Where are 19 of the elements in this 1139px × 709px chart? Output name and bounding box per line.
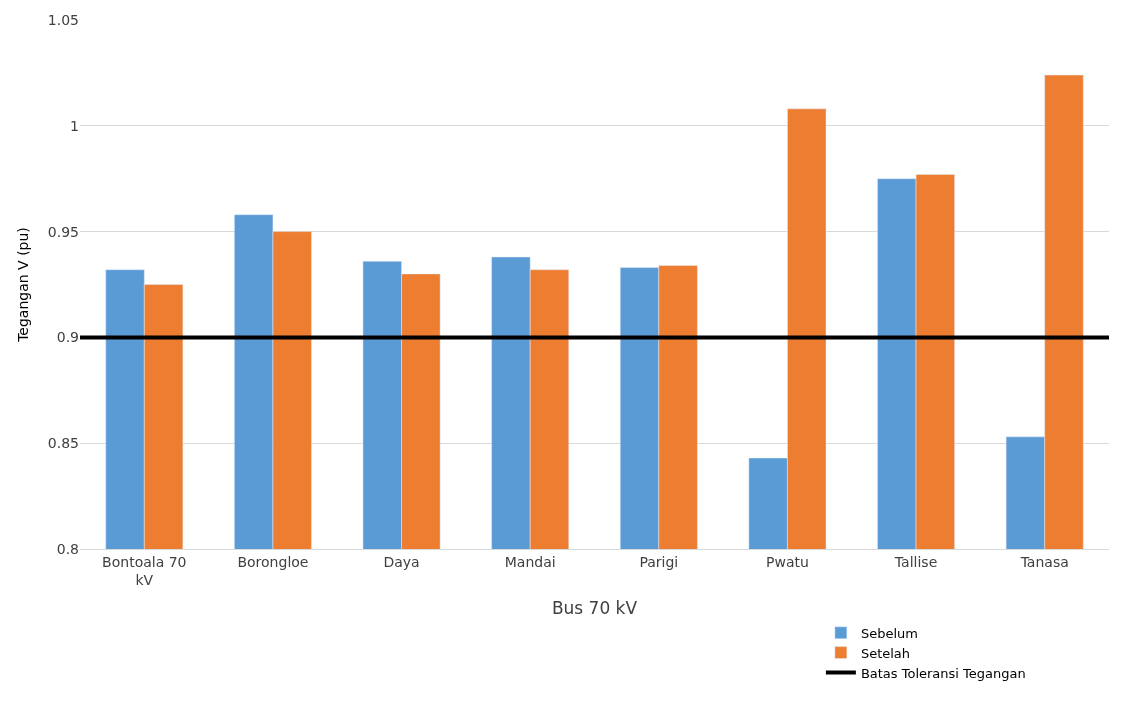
x-tick-label: Pwatu	[766, 553, 809, 570]
x-tick-label: Tanasa	[1019, 553, 1069, 570]
legend-label: Sebelum	[860, 625, 918, 641]
y-tick-label: 0.95	[47, 223, 79, 240]
legend-label: Setelah	[860, 645, 911, 661]
y-tick-label: 0.85	[47, 435, 79, 452]
x-tick-label: Mandai	[504, 553, 556, 570]
y-tick-label: 0.8	[56, 540, 79, 557]
y-tick-label: 1	[70, 117, 79, 134]
y-tick-label: 0.9	[56, 329, 79, 346]
x-tick-label: Bontoala 70 kV	[102, 553, 187, 588]
legend-label: Batas Toleransi Tegangan	[860, 665, 1026, 681]
x-tick-label: Parigi	[639, 553, 679, 570]
x-tick-label: Tallise	[893, 553, 938, 570]
x-tick-label: Borongloe	[237, 553, 309, 570]
y-tick-label: 1.05	[47, 11, 79, 28]
x-tick-label: Daya	[383, 553, 420, 570]
y-axis-title: Tegangan V (pu)	[15, 227, 32, 343]
x-axis-title: Bus 70 kV	[551, 598, 638, 619]
